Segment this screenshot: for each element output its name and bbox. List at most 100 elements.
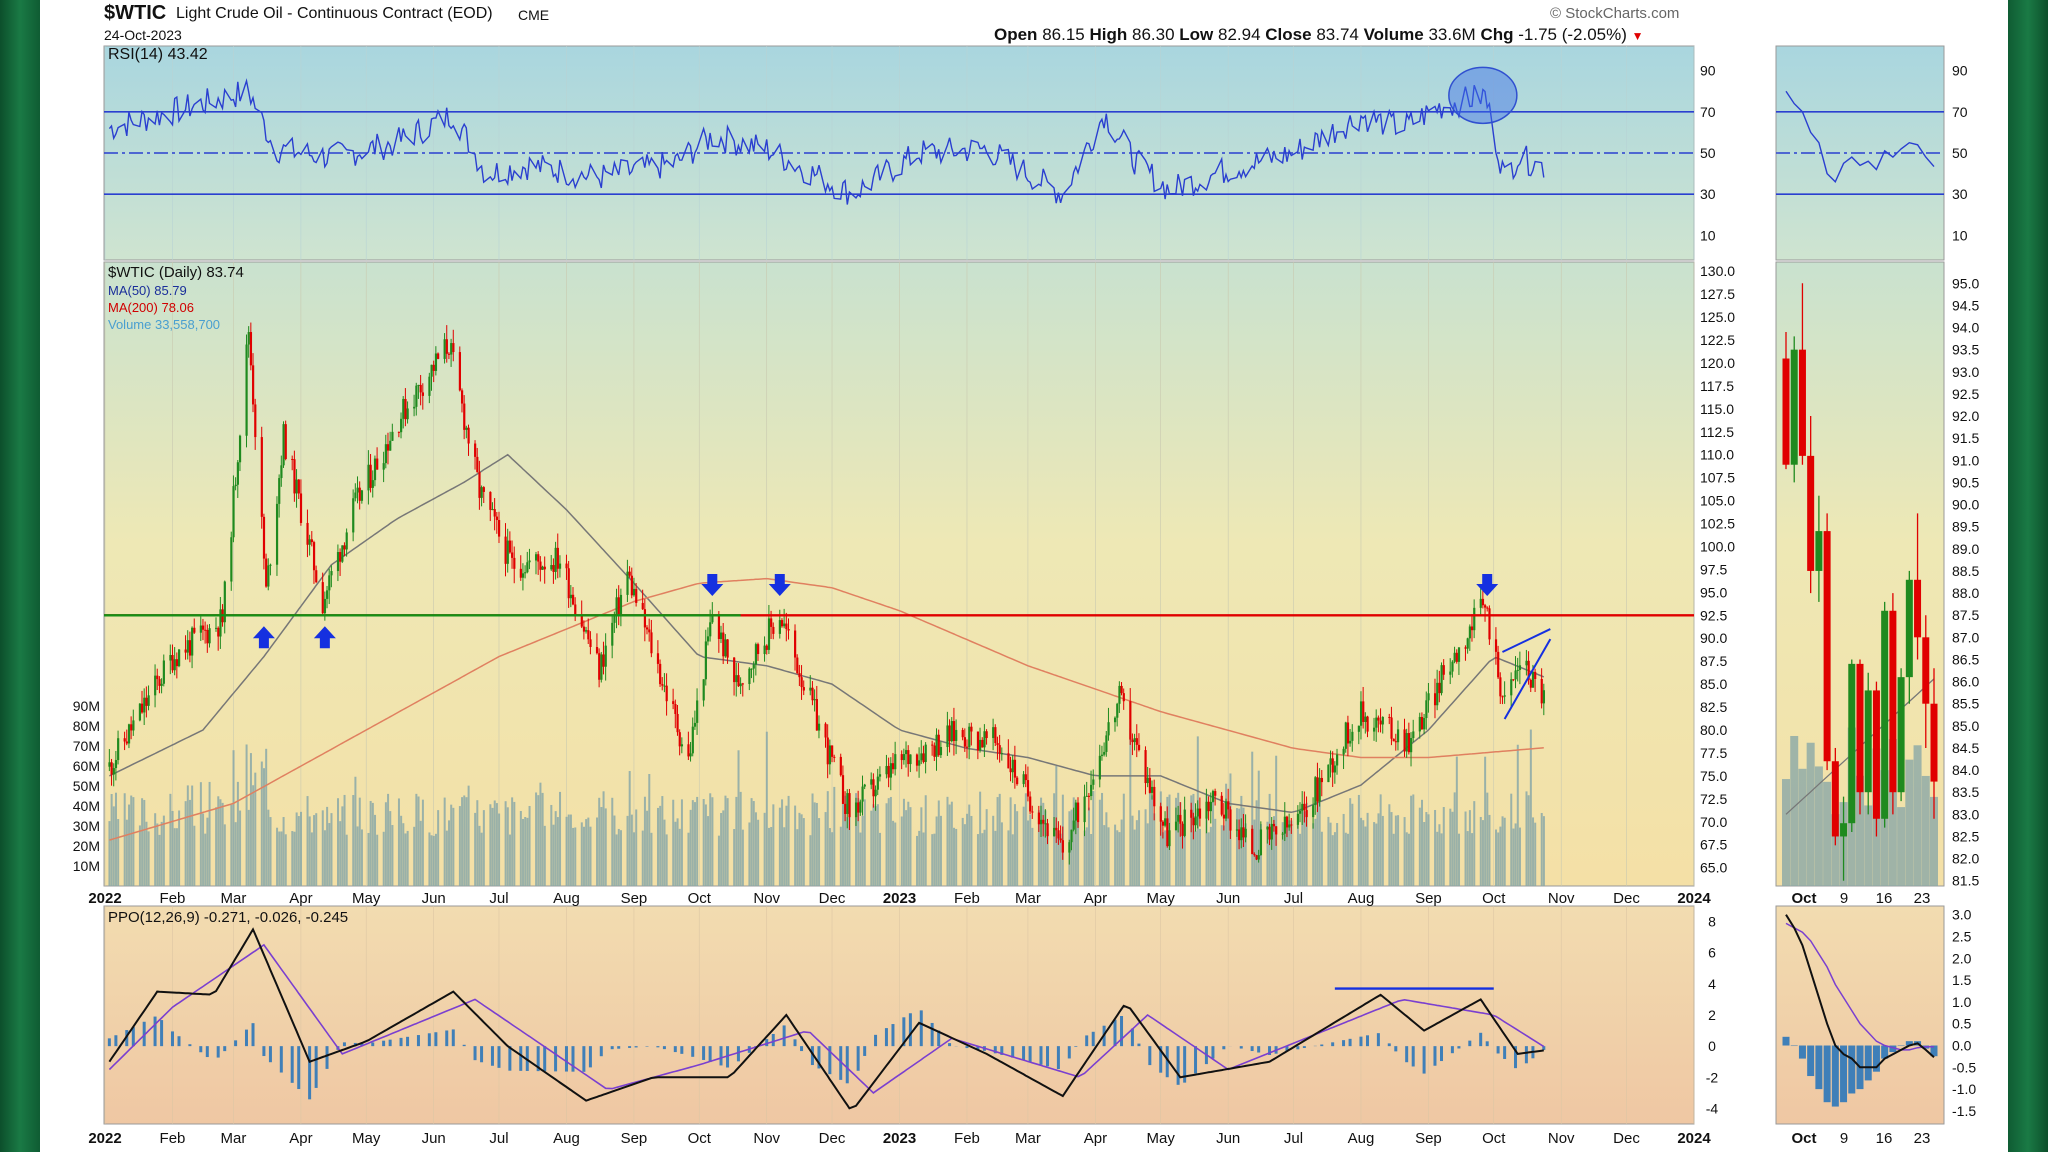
volume-bar bbox=[1000, 822, 1003, 886]
candle-body bbox=[232, 486, 235, 538]
ppo-histogram-bar bbox=[617, 1046, 621, 1049]
zoom-price-y-tick: 90.0 bbox=[1952, 497, 1979, 513]
ppo-histogram-bar bbox=[662, 1046, 666, 1050]
volume-bar bbox=[371, 802, 374, 886]
candle-body bbox=[1346, 722, 1350, 744]
volume-bar bbox=[1529, 729, 1532, 886]
candle-body bbox=[885, 765, 888, 775]
volume-bar bbox=[1351, 803, 1354, 886]
candle-body bbox=[193, 627, 196, 633]
zoom-ppo-y-tick: -0.5 bbox=[1952, 1059, 1976, 1075]
candle-body bbox=[846, 793, 849, 814]
down-triangle-icon: ▼ bbox=[1631, 29, 1644, 43]
candle-body bbox=[539, 561, 542, 570]
ppo-histogram-bar bbox=[473, 1046, 477, 1061]
zoom-ppo-histogram-bar bbox=[1782, 1036, 1790, 1046]
candle-body bbox=[1072, 820, 1075, 830]
volume-bar bbox=[678, 828, 681, 886]
zoom-candle-body bbox=[1790, 349, 1798, 465]
zoom-volume-bar bbox=[1930, 796, 1938, 886]
ma200-line bbox=[109, 577, 1544, 841]
volume-bar bbox=[1436, 831, 1439, 886]
candle-body bbox=[848, 793, 851, 818]
volume-bar bbox=[604, 808, 607, 886]
volume-bar bbox=[1312, 823, 1315, 886]
volume-bar bbox=[874, 806, 877, 886]
ppo-histogram-bar bbox=[160, 1020, 164, 1047]
volume-bar bbox=[369, 800, 372, 886]
candle-body bbox=[328, 575, 331, 591]
volume-bar bbox=[996, 797, 999, 886]
volume-bar bbox=[1392, 833, 1395, 886]
down-arrow-icon bbox=[1476, 574, 1499, 597]
volume-bar bbox=[585, 819, 588, 886]
candle-body bbox=[1442, 665, 1445, 675]
x-tick-label-bottom: Aug bbox=[553, 1130, 580, 1147]
ppo-histogram-bar bbox=[839, 1046, 843, 1080]
x-tick-label-bottom: Oct bbox=[1482, 1130, 1506, 1147]
volume-bar bbox=[1525, 791, 1528, 886]
candle-body bbox=[389, 440, 392, 451]
volume-bar bbox=[341, 806, 344, 886]
volume-bar bbox=[376, 834, 379, 886]
zoom-x-tick: 16 bbox=[1876, 890, 1893, 907]
candle-body bbox=[1105, 735, 1108, 752]
candle-body bbox=[145, 697, 148, 706]
candle-body bbox=[1351, 731, 1354, 741]
candle-body bbox=[1481, 598, 1485, 606]
volume-bar bbox=[315, 813, 318, 886]
candle-body bbox=[1007, 753, 1010, 769]
volume-bar bbox=[735, 796, 738, 886]
volume-bar bbox=[154, 813, 157, 886]
candle-body bbox=[1166, 818, 1169, 847]
ppo-histogram-bar bbox=[1085, 1035, 1089, 1047]
volume-bar bbox=[1103, 825, 1106, 886]
candle-body bbox=[1288, 824, 1291, 828]
zoom-candle-body bbox=[1815, 531, 1823, 571]
candle-body bbox=[1362, 701, 1365, 722]
volume-bar bbox=[1198, 828, 1201, 886]
candle-body bbox=[1381, 716, 1384, 725]
candle-body bbox=[1303, 803, 1306, 811]
volume-bar bbox=[1083, 830, 1086, 886]
volume-bar bbox=[1114, 824, 1117, 886]
volume-bar bbox=[1024, 793, 1027, 886]
zoom-price-y-tick: 89.5 bbox=[1952, 519, 1979, 535]
volume-bar bbox=[143, 799, 146, 886]
volume-bar bbox=[963, 824, 966, 886]
volume-bar bbox=[998, 793, 1001, 886]
zoom-price-y-tick: 85.0 bbox=[1952, 718, 1979, 734]
price-y-tick: 75.0 bbox=[1700, 768, 1727, 784]
candle-body bbox=[939, 747, 943, 756]
volume-bar bbox=[474, 812, 477, 886]
volume-bar bbox=[128, 804, 131, 886]
zoom-price-y-tick: 84.0 bbox=[1952, 762, 1979, 778]
zoom-ppo-histogram-bar bbox=[1790, 1045, 1798, 1047]
volume-bar bbox=[1349, 798, 1352, 886]
candle-body bbox=[1090, 784, 1093, 797]
candle-body bbox=[983, 731, 986, 748]
price-y-tick: 117.5 bbox=[1700, 378, 1734, 394]
volume-bar bbox=[247, 809, 250, 886]
zoom-price-y-tick: 88.5 bbox=[1952, 563, 1979, 579]
zoom-price-y-tick: 86.0 bbox=[1952, 674, 1979, 690]
zoom-candle-body bbox=[1930, 703, 1938, 782]
candle-body bbox=[1257, 855, 1260, 860]
down-arrow-icon bbox=[701, 574, 724, 597]
ppo-histogram-bar bbox=[153, 1016, 157, 1047]
volume-bar bbox=[613, 815, 616, 886]
candle-body bbox=[737, 675, 740, 687]
candle-body bbox=[878, 774, 882, 777]
candle-body bbox=[1251, 828, 1254, 855]
volume-bar bbox=[504, 801, 507, 886]
candle-body bbox=[1440, 665, 1443, 694]
x-tick-label: Feb bbox=[954, 890, 980, 907]
volume-bar bbox=[809, 835, 812, 886]
candle-body bbox=[352, 498, 355, 533]
ppo-histogram-bar bbox=[845, 1046, 849, 1084]
volume-bar bbox=[935, 816, 938, 886]
volume-bar bbox=[448, 820, 451, 886]
volume-bar bbox=[354, 776, 357, 886]
candle-body bbox=[709, 622, 712, 637]
ppo-histogram-bar bbox=[388, 1039, 392, 1047]
